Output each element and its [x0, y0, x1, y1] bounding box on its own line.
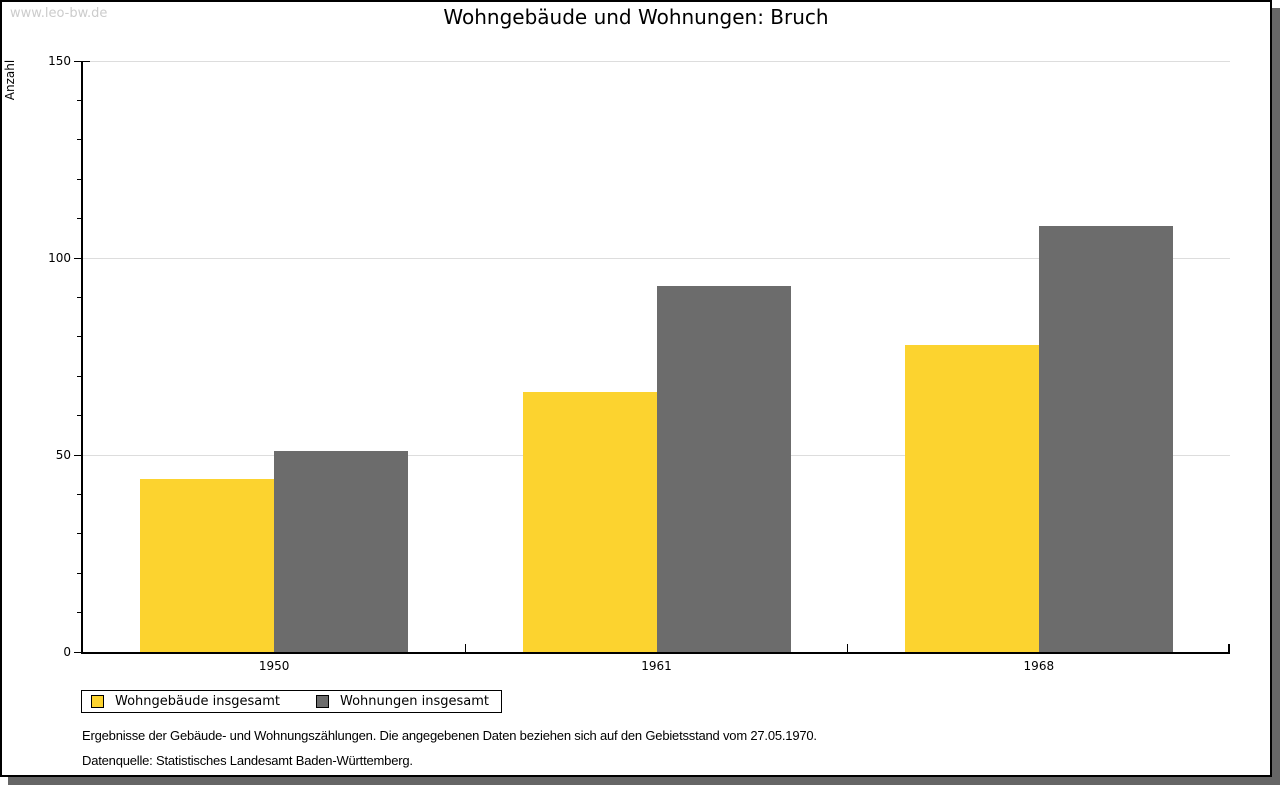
bar-wohnungen-1950 — [274, 451, 409, 652]
x-tick-label-1968: 1968 — [1023, 659, 1055, 673]
plot-area: 0 50 100 150 1950 1961 1968 — [2, 2, 1270, 775]
y-minor-tick-120 — [77, 178, 82, 180]
x-tick-label-1950: 1950 — [258, 659, 290, 673]
gridline-100 — [83, 257, 1230, 259]
bar-wohnungen-1968 — [1038, 226, 1173, 652]
y-tick-label-150: 150 — [48, 54, 71, 68]
y-tick-150 — [74, 60, 82, 62]
y-minor-tick-40 — [77, 493, 82, 495]
x-axis-line — [81, 652, 1230, 654]
x-axis-end-cap — [1228, 644, 1230, 652]
y-minor-tick-90 — [77, 296, 82, 298]
y-minor-tick-130 — [77, 139, 82, 141]
y-minor-tick-20 — [77, 572, 82, 574]
y-minor-tick-110 — [77, 218, 82, 220]
x-boundary-tick-2 — [847, 644, 849, 652]
legend: Wohngebäude insgesamt Wohnungen insgesam… — [81, 690, 502, 713]
x-tick-label-1961: 1961 — [641, 659, 672, 673]
y-minor-tick-140 — [77, 99, 82, 101]
chart-title: Wohngebäude und Wohnungen: Bruch — [443, 5, 829, 29]
y-tick-50 — [74, 454, 82, 456]
legend-label-wohnungen: Wohnungen insgesamt — [340, 694, 489, 709]
legend-item-wohnungen: Wohnungen insgesamt — [316, 694, 489, 709]
y-minor-tick-30 — [77, 533, 82, 535]
bar-wohngebäude-1961 — [522, 391, 657, 652]
bar-wohngebäude-1968 — [904, 344, 1039, 652]
y-minor-tick-70 — [77, 375, 82, 377]
footnote-data-source: Datenquelle: Statistisches Landesamt Bad… — [82, 753, 413, 768]
watermark: www.leo-bw.de — [10, 6, 108, 21]
y-tick-0 — [74, 651, 82, 653]
y-tick-label-100: 100 — [48, 251, 71, 265]
y-tick-label-0: 0 — [63, 645, 71, 659]
bar-wohngebäude-1950 — [140, 478, 275, 652]
y-axis-line — [81, 61, 83, 654]
footnote-source-note: Ergebnisse der Gebäude- und Wohnungszähl… — [82, 728, 817, 743]
y-tick-100 — [74, 257, 82, 259]
chart-page: www.leo-bw.de Wohngebäude und Wohnungen:… — [0, 0, 1272, 777]
legend-label-wohngebaeude: Wohngebäude insgesamt — [115, 694, 280, 709]
x-boundary-tick-1 — [464, 644, 466, 652]
legend-swatch-wohngebaeude — [91, 695, 104, 708]
legend-swatch-wohnungen — [316, 695, 329, 708]
bar-wohnungen-1961 — [656, 285, 791, 652]
y-minor-tick-60 — [77, 415, 82, 417]
legend-item-wohngebaeude: Wohngebäude insgesamt — [91, 694, 280, 709]
y-minor-tick-80 — [77, 336, 82, 338]
gridline-150 — [83, 60, 1230, 62]
y-tick-label-50: 50 — [55, 448, 71, 462]
y-axis-top-cap — [83, 61, 90, 62]
y-minor-tick-10 — [77, 612, 82, 614]
